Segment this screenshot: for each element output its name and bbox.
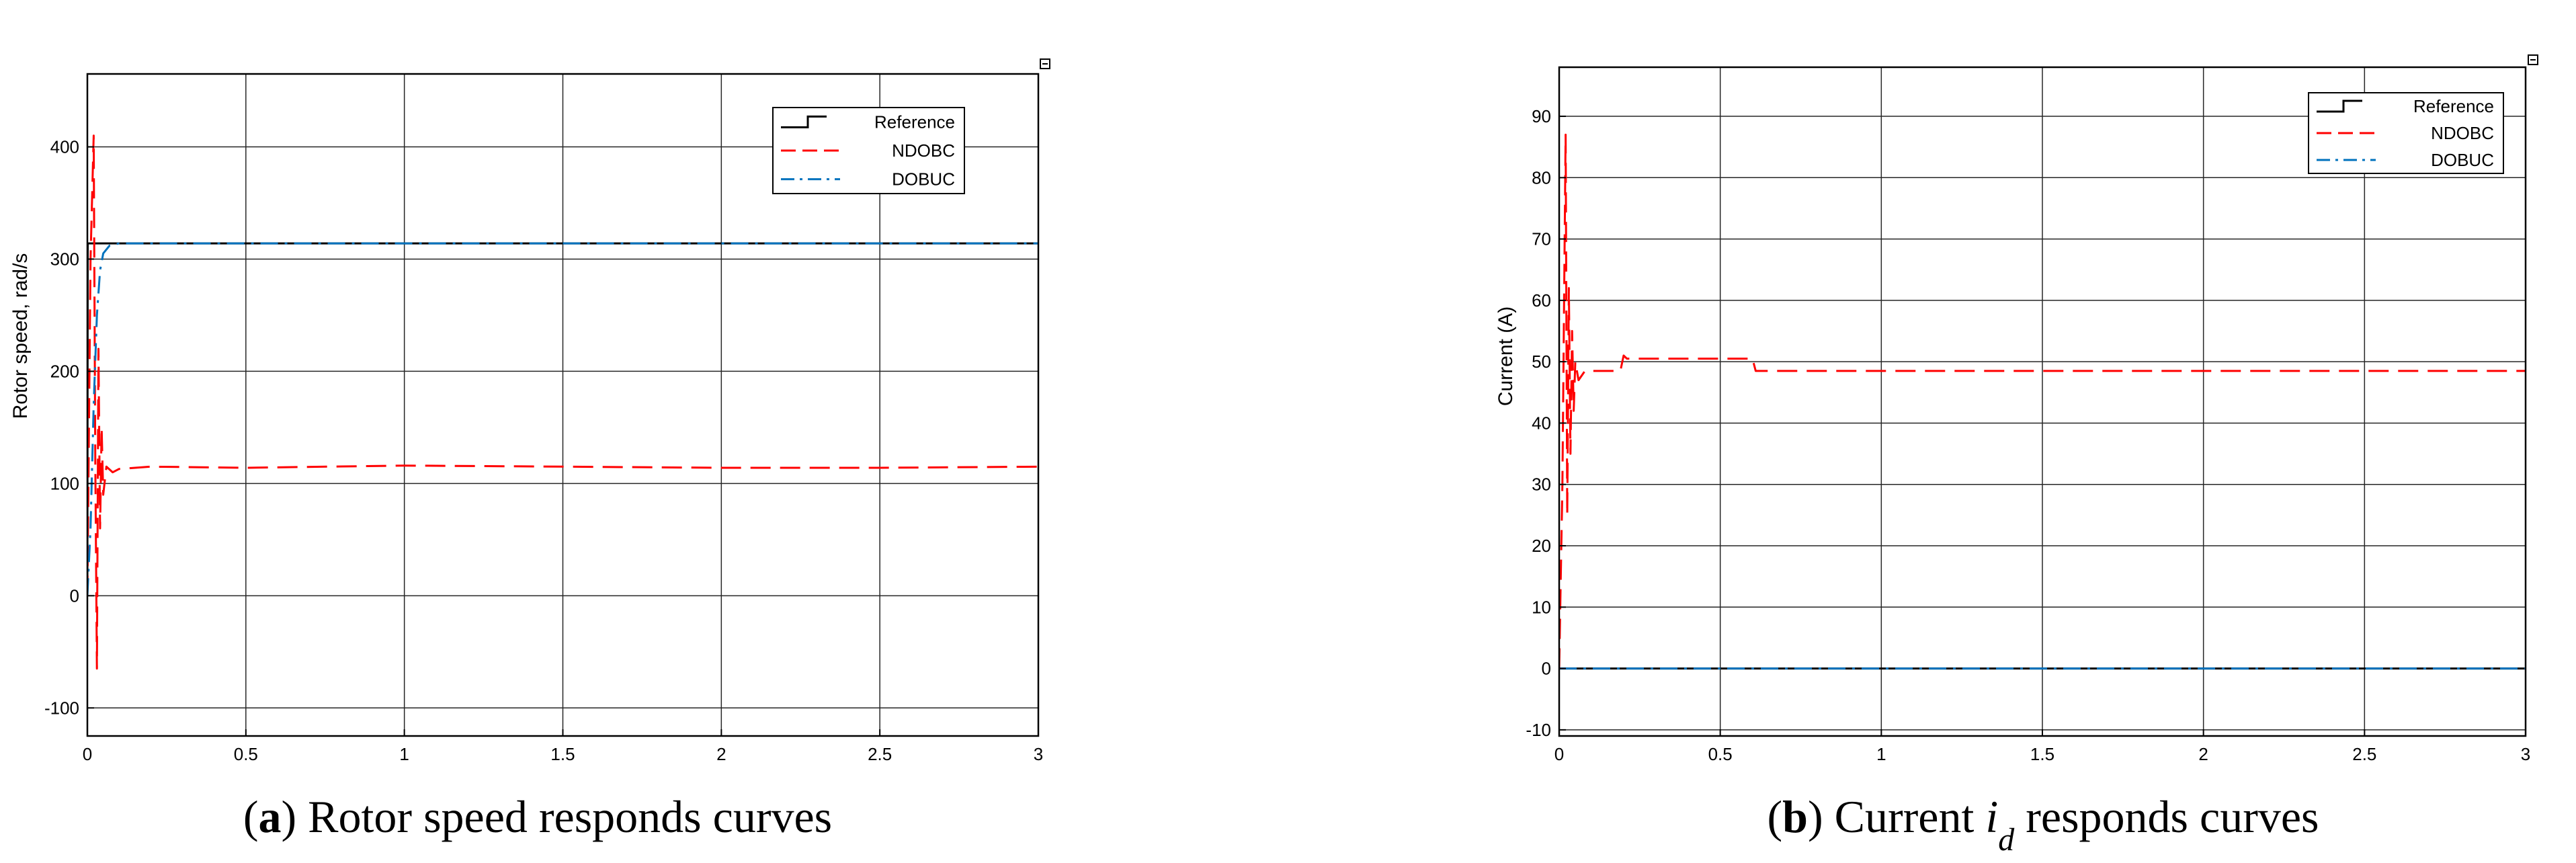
legend-label-ndobc: NDOBC [892,140,955,161]
y-tick-label: 400 [50,137,79,157]
panel-a-caption: (a) Rotor speed responds curves [243,791,832,842]
y-tick-label: -100 [44,698,79,718]
y-tick-label: 100 [50,473,79,493]
y-tick-label: -10 [1526,720,1551,740]
legend-swatch-reference [2317,99,2362,113]
panel-a-ylabel: Rotor speed, rad/s [9,253,32,419]
y-tick-label: 60 [1532,290,1551,311]
y-tick-label: 0 [70,585,79,606]
legend-swatch-reference [781,115,827,128]
series-line-ndobc [1559,133,2526,669]
panel-a-rotor-speed: 0 0.5 1 1.5 2 2.5 3 -100 0 100 200 300 400 Reference… [9,58,1050,842]
y-tick-label: 10 [1532,597,1551,617]
series-line-dobuc [87,242,1038,596]
y-tick-label: 30 [1532,475,1551,495]
y-tick-label: 70 [1532,229,1551,249]
panel-b-ylabel: Current (A) [1495,306,1517,406]
x-tick-label: 2 [2198,744,2208,764]
y-tick-label: 200 [50,361,79,381]
x-tick-label: 1 [1876,744,1886,764]
legend-label-reference: Reference [874,112,955,132]
panel-b-caption-prefix: Current [1835,791,1975,842]
panel-a-letter: a [259,791,282,842]
axes-frame [1558,66,2527,737]
x-tick-label: 1.5 [550,744,575,764]
y-tick-label: 20 [1532,536,1551,556]
panel-b-letter: b [1782,791,1808,842]
y-tick-label: 0 [1542,659,1551,679]
panel-b-corner-icon[interactable] [2528,54,2538,65]
x-tick-label: 2.5 [868,744,892,764]
legend-label-dobuc: DOBUC [892,169,955,190]
series-line-ndobc [87,134,1038,670]
panel-b-caption-symbol: i [1985,791,1998,842]
panel-b-caption: (b) Current id responds curves [1768,791,2319,858]
x-tick-label: 0 [83,744,92,764]
y-tick-label: 80 [1532,167,1551,188]
legend-label-ndobc: NDOBC [2431,123,2494,143]
axes-frame [86,73,1040,737]
panel-a-corner-icon[interactable] [1040,58,1050,69]
panel-a-caption-text: Rotor speed responds curves [308,791,832,842]
legend-label-dobuc: DOBUC [2431,150,2494,170]
panel-b-caption-suffix: responds curves [2026,791,2319,842]
y-tick-label: 50 [1532,352,1551,372]
x-tick-label: 0.5 [234,744,258,764]
x-tick-label: 1.5 [2030,744,2054,764]
panel-b-caption-subscript: d [1998,822,2015,858]
x-tick-label: 1 [399,744,409,764]
x-tick-label: 3 [1034,744,1043,764]
y-tick-label: 40 [1532,413,1551,433]
y-tick-label: 300 [50,249,79,269]
x-tick-label: 0.5 [1708,744,1733,764]
x-tick-label: 3 [2521,744,2530,764]
x-tick-label: 2 [716,744,726,764]
y-tick-label: 90 [1532,106,1551,126]
x-tick-label: 0 [1554,744,1564,764]
legend-label-reference: Reference [2413,96,2494,116]
x-tick-label: 2.5 [2352,744,2376,764]
